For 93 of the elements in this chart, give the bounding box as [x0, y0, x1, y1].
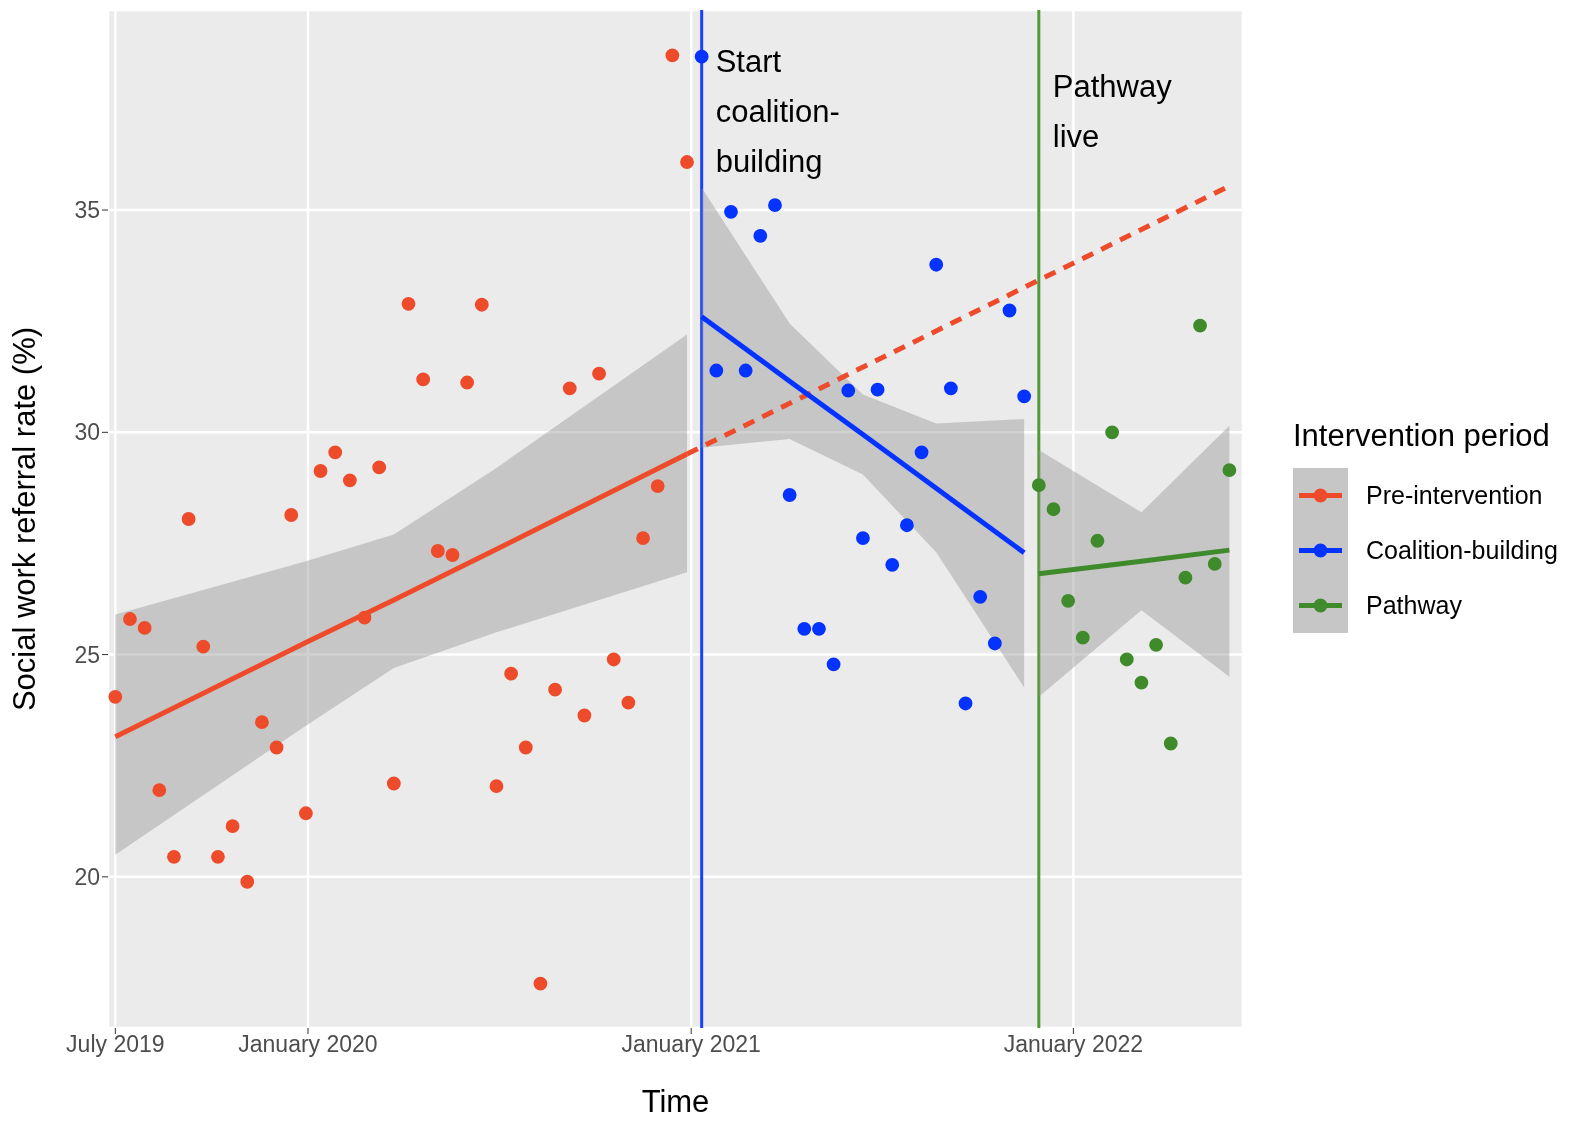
point	[255, 715, 269, 730]
point	[899, 518, 914, 533]
point	[152, 783, 167, 798]
point	[1017, 389, 1032, 404]
point	[1163, 736, 1178, 751]
point	[562, 381, 577, 396]
point	[504, 666, 519, 681]
point	[958, 696, 973, 711]
point	[416, 372, 431, 387]
point	[460, 375, 475, 390]
legend-label: Pathway	[1366, 590, 1463, 621]
point	[621, 695, 636, 710]
point	[826, 657, 841, 672]
legend-title: Intervention period	[1293, 418, 1551, 454]
point	[929, 257, 944, 272]
point	[738, 363, 753, 378]
point	[137, 621, 152, 635]
point	[533, 976, 548, 991]
point	[885, 557, 900, 572]
point	[167, 849, 181, 864]
y-axis-title: Social work referral rate (%)	[7, 326, 43, 712]
point	[196, 639, 211, 654]
point	[797, 621, 812, 636]
point	[313, 464, 328, 478]
point	[577, 708, 592, 723]
point	[1061, 593, 1076, 608]
point	[1207, 557, 1222, 571]
point	[518, 740, 533, 755]
point	[914, 445, 929, 460]
point	[1075, 630, 1090, 645]
y-tick-label: 30	[74, 419, 100, 446]
point	[489, 779, 504, 794]
point	[841, 383, 856, 398]
point	[430, 544, 445, 558]
point	[1002, 303, 1017, 318]
point	[943, 381, 958, 396]
point	[240, 874, 255, 889]
point	[768, 198, 782, 213]
point	[269, 740, 284, 755]
point	[812, 621, 826, 636]
ref-line-label: Pathway live	[1052, 69, 1173, 154]
point	[870, 382, 885, 397]
point	[606, 652, 621, 667]
point	[1134, 675, 1149, 690]
point	[284, 508, 299, 522]
point	[1105, 425, 1120, 440]
point	[1149, 637, 1163, 652]
y-tick-label: 20	[74, 864, 100, 891]
point	[372, 460, 387, 475]
legend-label: Coalition-building	[1366, 535, 1558, 566]
point	[665, 48, 680, 63]
point	[225, 819, 240, 834]
point	[386, 776, 401, 791]
point	[474, 297, 489, 312]
y-tick-label: 25	[74, 641, 100, 668]
legend-label: Pre-intervention	[1366, 480, 1544, 511]
point	[357, 610, 372, 625]
point	[1031, 478, 1046, 493]
ref-line-label: Start coalition-building	[715, 44, 840, 179]
point	[680, 155, 694, 169]
point	[298, 806, 313, 821]
point	[753, 228, 768, 243]
point	[1090, 533, 1105, 548]
x-tick-label: January 2020	[238, 1031, 378, 1058]
point	[709, 363, 724, 378]
point	[987, 636, 1002, 651]
point	[636, 531, 650, 546]
point	[123, 612, 137, 626]
x-tick-label: July 2019	[66, 1031, 165, 1058]
point	[108, 689, 123, 704]
point	[181, 512, 196, 526]
point	[1178, 570, 1193, 585]
x-tick-label: January 2022	[1003, 1031, 1144, 1058]
point	[548, 682, 562, 697]
point	[211, 849, 225, 864]
point	[724, 204, 738, 219]
point	[694, 49, 709, 64]
point	[1046, 502, 1061, 517]
x-tick-label: January 2021	[621, 1031, 761, 1058]
x-axis-title: Time	[641, 1084, 710, 1119]
point	[650, 479, 665, 493]
point	[401, 296, 416, 311]
point	[328, 445, 343, 460]
point	[973, 589, 988, 604]
point	[1193, 318, 1207, 333]
point	[1119, 652, 1134, 667]
point	[782, 488, 797, 502]
y-tick-label: 35	[74, 197, 100, 224]
point	[856, 531, 870, 546]
point	[1222, 463, 1237, 477]
point	[592, 366, 606, 381]
point	[342, 473, 357, 488]
point	[445, 548, 460, 562]
